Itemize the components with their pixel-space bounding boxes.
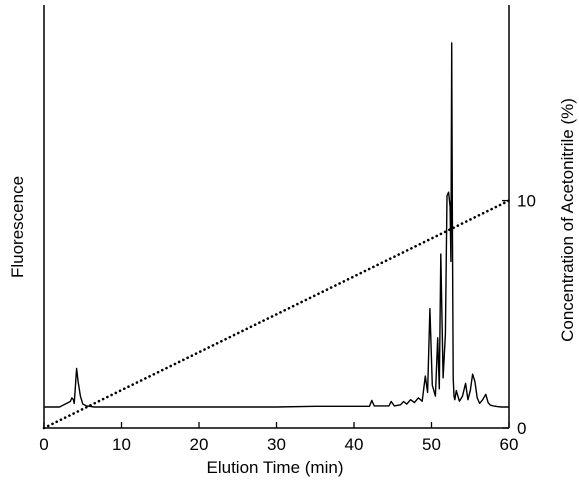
- left-y-axis-title: Fluorescence: [8, 176, 27, 278]
- acetonitrile-gradient-line: [42, 199, 511, 430]
- x-axis-title: Elution Time (min): [207, 458, 344, 477]
- right-y-tick-label: 0: [517, 419, 526, 438]
- x-tick-label: 50: [422, 435, 441, 454]
- x-tick-label: 20: [190, 435, 209, 454]
- right-y-axis-ticks: 0 10: [502, 192, 536, 438]
- series-layer: [42, 42, 511, 430]
- right-y-axis-title: Concentration of Acetonitrile (%): [558, 98, 577, 342]
- x-tick-label: 60: [500, 435, 519, 454]
- right-y-tick-label: 10: [517, 192, 536, 211]
- x-tick-label: 30: [267, 435, 286, 454]
- x-tick-label: 40: [345, 435, 364, 454]
- x-tick-label: 10: [112, 435, 131, 454]
- x-tick-label: 0: [39, 435, 48, 454]
- x-axis-ticks: 0 10 20 30 40 50 60: [39, 422, 518, 454]
- fluorescence-trace: [44, 42, 509, 408]
